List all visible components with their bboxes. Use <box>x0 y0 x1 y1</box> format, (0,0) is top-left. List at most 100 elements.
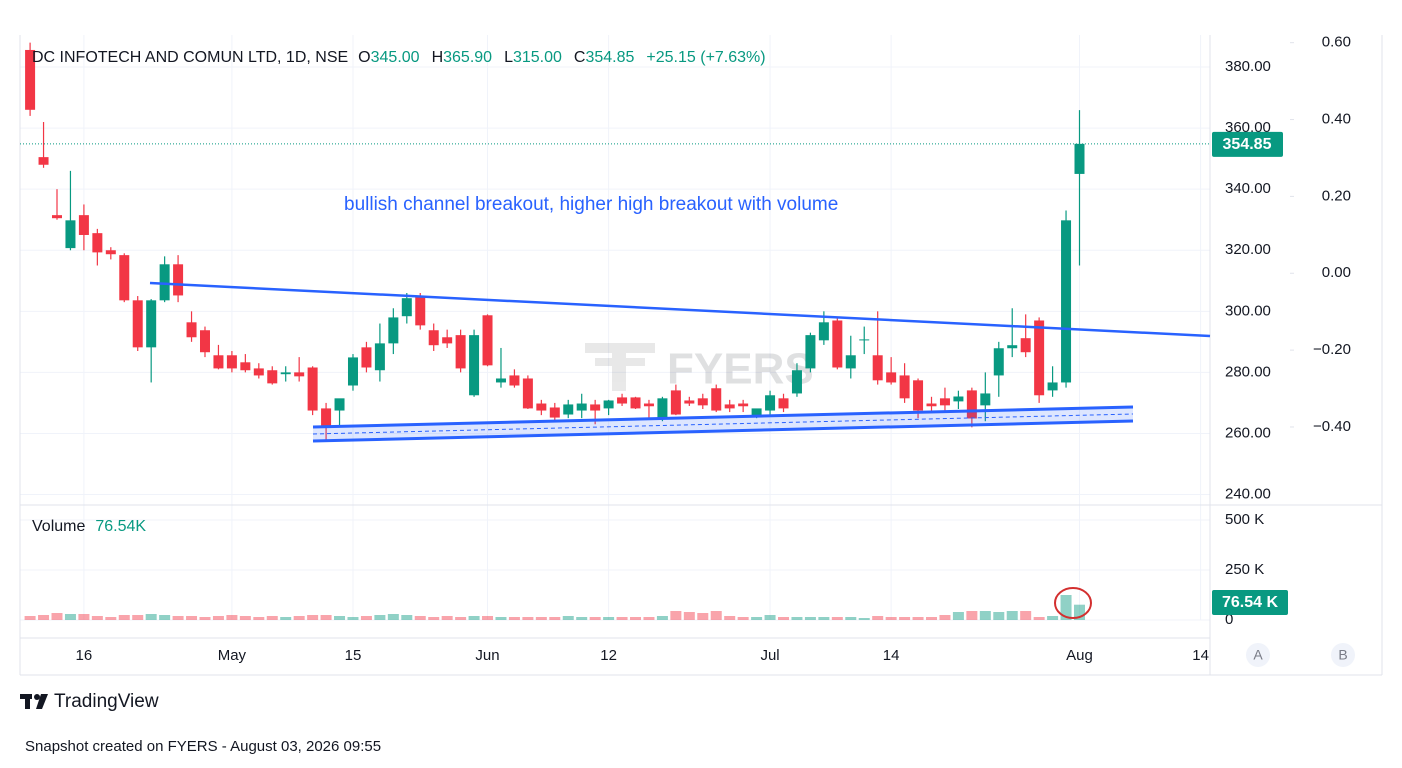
candle-body <box>146 300 157 348</box>
volume-bar <box>912 617 924 620</box>
volume-bar <box>159 615 171 620</box>
volume-bar <box>441 616 453 620</box>
volume-bar <box>616 617 628 620</box>
volume-bar <box>64 614 76 620</box>
volume-bar <box>401 615 413 620</box>
y-tick-label: 320.00 <box>1225 241 1271 258</box>
button-label[interactable]: A <box>1253 647 1263 663</box>
candle-body <box>509 375 520 386</box>
x-tick-label: May <box>218 647 247 664</box>
volume-bar <box>522 617 534 620</box>
candle-body <box>980 393 991 406</box>
annotation: bullish channel breakout, higher high br… <box>344 194 838 215</box>
volume-bar <box>993 612 1005 620</box>
logo-shape <box>34 694 40 700</box>
candle-body <box>361 347 372 368</box>
watermark: FYERS <box>585 343 814 394</box>
volume-bar <box>562 616 574 620</box>
watermark-logo <box>585 343 655 353</box>
volume-bar <box>791 617 803 620</box>
candle-body <box>643 403 654 407</box>
candle-body <box>213 355 224 369</box>
y2-tick-label: −0.40 <box>1313 418 1351 435</box>
candle-body <box>724 404 735 409</box>
candle-body <box>966 390 977 419</box>
volume-bar <box>253 617 265 620</box>
volume-bar <box>778 617 790 620</box>
volume-bar <box>360 616 372 620</box>
candle-body <box>51 215 62 219</box>
volume-tick-label: 500 K <box>1225 511 1264 528</box>
volume-bar <box>952 612 964 620</box>
candle-body <box>886 372 897 383</box>
volume-bar <box>482 616 494 620</box>
volume-bar <box>307 615 319 620</box>
candle-body <box>173 264 184 296</box>
volume-bar <box>105 617 117 620</box>
scale-button[interactable]: A <box>1246 643 1270 667</box>
legend-label: O <box>358 49 370 66</box>
legend: DC INFOTECH AND COMUN LTD, 1D, NSE O345.0… <box>32 49 766 66</box>
legend-label: L <box>504 49 513 66</box>
candle-body <box>711 388 722 411</box>
volume-bar <box>1047 616 1059 620</box>
scale-button[interactable]: B <box>1331 643 1355 667</box>
volume-bar <box>576 617 588 620</box>
candle-body <box>428 330 439 346</box>
candle-body <box>926 403 937 407</box>
volume-bar <box>347 617 359 620</box>
button-circle[interactable] <box>1331 643 1355 667</box>
candle-body <box>751 408 762 416</box>
volume-bar <box>656 616 668 620</box>
channel-line <box>312 419 1134 443</box>
candle-body <box>294 372 305 377</box>
volume-bar <box>926 617 938 620</box>
candle-body <box>132 300 143 348</box>
candle-body <box>993 348 1004 376</box>
channel-fill <box>313 407 1133 441</box>
volume-bar <box>818 617 830 620</box>
volume-bar <box>212 616 224 620</box>
candle-body <box>630 397 641 409</box>
volume-badge-label: 76.54 K <box>1222 594 1278 611</box>
y-tick-label: 340.00 <box>1225 180 1271 197</box>
candle-body <box>92 233 103 253</box>
candle-body <box>818 322 829 341</box>
candle-body <box>738 403 749 407</box>
volume-bar <box>939 615 951 620</box>
volume-bar <box>710 611 722 620</box>
legend-value: 365.90 <box>443 49 492 66</box>
candle-body <box>159 264 170 301</box>
volume-bar <box>589 617 601 620</box>
candle-body <box>267 370 278 384</box>
volume-bar <box>387 614 399 620</box>
legend-value: 315.00 <box>513 49 562 66</box>
volume-bar <box>670 611 682 620</box>
volume-bar <box>428 617 440 620</box>
x-tick-label: Jul <box>760 647 779 664</box>
x-tick-label: 12 <box>600 647 617 664</box>
candle-body <box>78 215 89 235</box>
channel-line <box>312 405 1134 429</box>
button-circle[interactable] <box>1246 643 1270 667</box>
volume-bar <box>1073 604 1085 620</box>
volume-last: 76.54K <box>95 518 146 535</box>
candle-body <box>240 362 251 371</box>
candle-body <box>347 357 358 386</box>
candle-body <box>105 250 116 255</box>
y2-tick-label: −0.20 <box>1313 341 1351 358</box>
volume-tick-label: 250 K <box>1225 561 1264 578</box>
volume-bar <box>320 615 332 620</box>
x-tick-label: 14 <box>883 647 900 664</box>
button-label[interactable]: B <box>1338 647 1347 663</box>
candle-body <box>415 297 426 326</box>
volume-bar <box>145 614 157 620</box>
x-tick-label: 15 <box>345 647 362 664</box>
y-tick-label: 260.00 <box>1225 424 1271 441</box>
logo-shape <box>36 694 48 709</box>
candle-body <box>401 298 412 317</box>
brand: TradingView <box>54 691 159 712</box>
volume-bar <box>495 617 507 620</box>
grid <box>20 35 1210 621</box>
